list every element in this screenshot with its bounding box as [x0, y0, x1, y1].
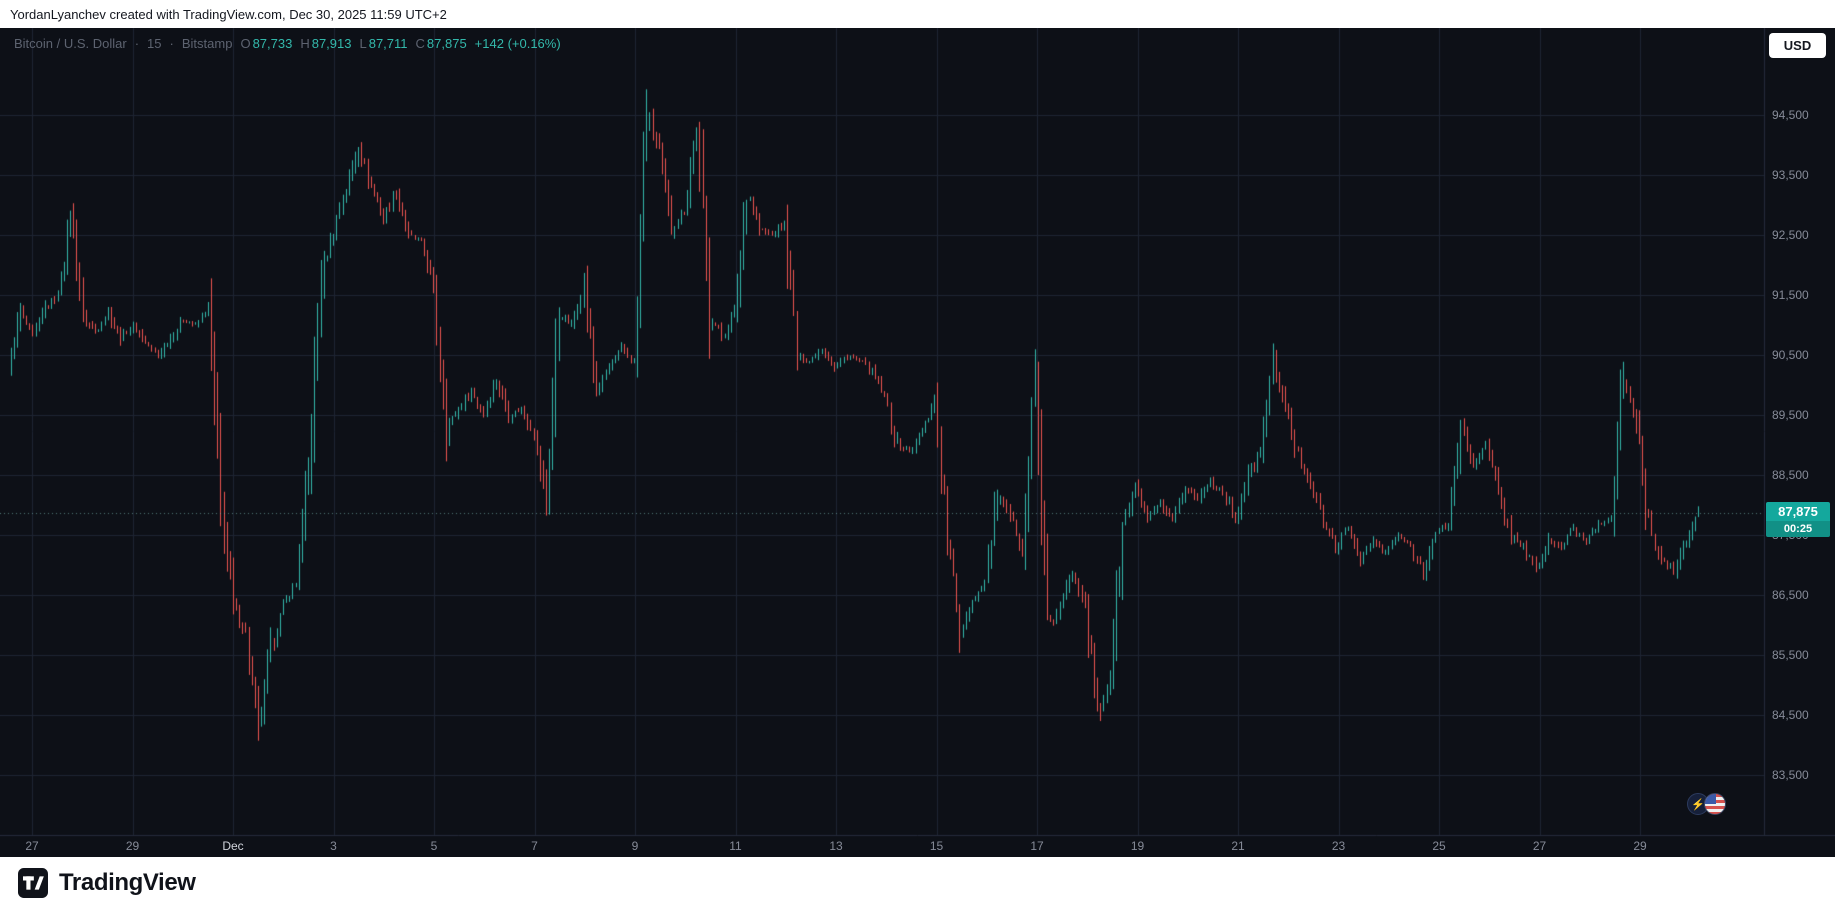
exchange-label: Bitstamp [181, 36, 233, 51]
price-tick-label: 91,500 [1772, 288, 1809, 302]
chart-attribution-icons: ⚡ [1687, 793, 1726, 815]
close-value: 87,875 [426, 36, 467, 51]
time-tick-label: 29 [1633, 839, 1647, 853]
time-tick-label: 11 [729, 839, 742, 853]
high-letter: H [300, 36, 310, 51]
candlestick-chart-canvas[interactable] [0, 28, 1835, 857]
attribution-text: YordanLyanchev created with TradingView.… [10, 6, 447, 22]
open-letter: O [240, 36, 251, 51]
price-tick-label: 85,500 [1772, 648, 1809, 662]
low-letter: L [359, 36, 367, 51]
price-tick-label: 83,500 [1772, 768, 1809, 782]
interval-label: 15 [147, 36, 162, 51]
brand-name: TradingView [59, 869, 196, 896]
price-tick-label: 86,500 [1772, 588, 1809, 602]
flag-icon[interactable] [1704, 793, 1726, 815]
chart-legend[interactable]: Bitcoin / U.S. Dollar · 15 · Bitstamp O … [14, 36, 561, 51]
tradingview-logo-icon[interactable] [18, 868, 48, 898]
ohlc-open: O 87,733 [240, 36, 292, 51]
chart-panel: Bitcoin / U.S. Dollar · 15 · Bitstamp O … [0, 28, 1835, 857]
time-tick-label: 15 [929, 839, 944, 853]
separator-dot: · [134, 36, 140, 51]
time-scale[interactable] [0, 835, 1764, 857]
separator-dot: · [169, 36, 174, 51]
time-tick-label: 3 [330, 839, 337, 853]
high-value: 87,913 [311, 36, 352, 51]
footer: TradingView [0, 857, 1835, 909]
time-tick-label: 21 [1231, 839, 1245, 853]
price-tick-label: 84,500 [1772, 708, 1809, 722]
flag-canton [1705, 794, 1716, 804]
time-tick-label: 27 [1532, 839, 1547, 853]
price-tick-label: 93,500 [1772, 168, 1809, 182]
last-price-badge: 87,875 00:25 [1766, 501, 1830, 537]
ohlc-low: L 87,711 [359, 36, 407, 51]
time-tick-label: 19 [1130, 839, 1145, 853]
time-tick-label: 5 [430, 839, 438, 853]
time-tick-label: 25 [1432, 839, 1446, 853]
price-tick-label: 94,500 [1772, 108, 1809, 122]
change-label: +142 (+0.16%) [474, 36, 561, 51]
time-tick-label: 29 [125, 839, 140, 853]
close-letter: C [415, 36, 425, 51]
time-tick-label: 17 [1030, 839, 1044, 853]
time-tick-label: 27 [25, 839, 39, 853]
ohlc-high: H 87,913 [300, 36, 351, 51]
bar-countdown: 00:25 [1766, 520, 1830, 537]
time-tick-label: Dec [222, 839, 244, 853]
price-tick-label: 88,500 [1772, 468, 1809, 482]
time-tick-label: 13 [829, 839, 843, 853]
price-tick-label: 92,500 [1772, 228, 1809, 242]
symbol-title: Bitcoin / U.S. Dollar [14, 36, 127, 51]
currency-toggle-button[interactable]: USD [1769, 33, 1826, 58]
price-tick-label: 90,500 [1772, 348, 1809, 362]
price-tick-label: 89,500 [1772, 408, 1809, 422]
last-price-value: 87,875 [1778, 503, 1818, 519]
time-tick-label: 7 [531, 839, 538, 853]
open-value: 87,733 [252, 36, 293, 51]
low-value: 87,711 [368, 36, 408, 51]
time-tick-label: 23 [1331, 839, 1346, 853]
ohlc-close: C 87,875 [416, 36, 467, 51]
attribution-bar: YordanLyanchev created with TradingView.… [0, 0, 1835, 28]
time-tick-label: 9 [631, 839, 639, 853]
